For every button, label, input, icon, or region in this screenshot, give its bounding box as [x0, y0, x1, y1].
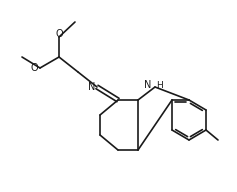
Text: O: O	[30, 63, 38, 73]
Text: H: H	[156, 80, 163, 89]
Text: N: N	[144, 80, 151, 90]
Text: N: N	[88, 82, 95, 92]
Text: O: O	[55, 29, 63, 39]
